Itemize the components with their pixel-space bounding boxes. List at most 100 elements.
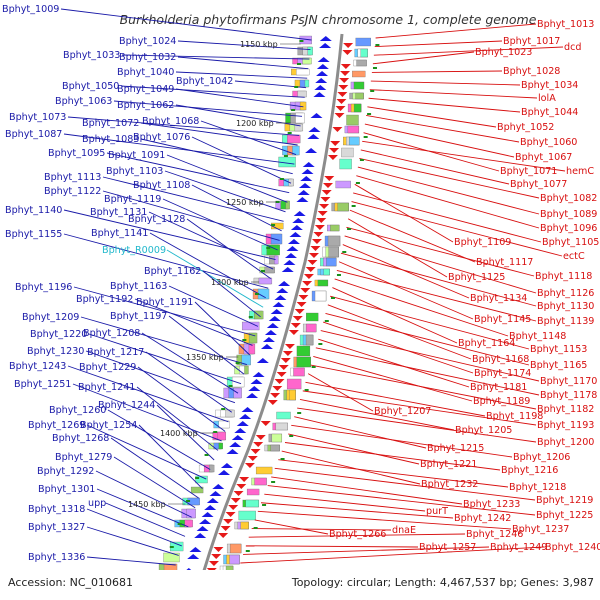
gene-label-right[interactable]: Bphyt_1067	[515, 152, 572, 163]
gene-label-left[interactable]: Bphyt_1229	[79, 362, 136, 373]
gene-label-left[interactable]: Bphyt_1327	[28, 522, 85, 533]
gene-label-right[interactable]: Bphyt_1181	[470, 382, 527, 393]
gene-label-right[interactable]: Bphyt_1232	[421, 479, 478, 490]
gene-label-left[interactable]: Bphyt_1087	[5, 129, 62, 140]
gene-label-right[interactable]: Bphyt_1044	[521, 107, 578, 118]
gene-label-left[interactable]: Bphyt_1155	[5, 229, 62, 240]
gene-label-left[interactable]: Bphyt_1318	[28, 504, 85, 515]
gene-label-left[interactable]: Bphyt_1230	[27, 346, 84, 357]
gene-label-right[interactable]: Bphyt_1237	[512, 524, 569, 535]
gene-label-right[interactable]: Bphyt_1207	[374, 406, 431, 417]
gene-label-right[interactable]: Bphyt_1017	[503, 36, 560, 47]
gene-label-left[interactable]: Bphyt_1279	[55, 452, 112, 463]
gene-label-right[interactable]: Bphyt_1013	[537, 19, 594, 30]
gene-label-left[interactable]: Bphyt_1122	[44, 186, 101, 197]
gene-label-left[interactable]: Bphyt_1192	[76, 294, 133, 305]
gene-label-right[interactable]: Bphyt_1240	[545, 542, 600, 553]
gene-label-left[interactable]: Bphyt_1073	[9, 112, 66, 123]
gene-label-left[interactable]: Bphyt_1076	[133, 132, 190, 143]
gene-label-right[interactable]: Bphyt_1218	[509, 482, 566, 493]
gene-label-right[interactable]: lolA	[538, 93, 556, 104]
gene-label-right[interactable]: Bphyt_1249	[490, 542, 547, 553]
gene-label-right[interactable]: Bphyt_1134	[470, 293, 527, 304]
gene-label-right[interactable]: Bphyt_1165	[530, 360, 587, 371]
gene-label-right[interactable]: Bphyt_1126	[537, 288, 594, 299]
gene-label-left[interactable]: Bphyt_1243	[9, 361, 66, 372]
gene-label-right[interactable]: Bphyt_1117	[476, 257, 533, 268]
gene-label-right[interactable]: Bphyt_1168	[472, 354, 529, 365]
gene-label-right[interactable]: Bphyt_1077	[510, 179, 567, 190]
gene-label-right[interactable]: Bphyt_1206	[513, 452, 570, 463]
gene-label-right[interactable]: Bphyt_1028	[503, 66, 560, 77]
gene-label-left[interactable]: Bphyt_1095	[48, 148, 105, 159]
gene-label-right[interactable]: Bphyt_1071	[500, 166, 557, 177]
gene-label-right[interactable]: Bphyt_1198	[486, 411, 543, 422]
gene-label-right[interactable]: dnaE	[392, 525, 416, 536]
gene-label-right[interactable]: Bphyt_1164	[458, 338, 515, 349]
gene-label-right[interactable]: Bphyt_1242	[454, 513, 511, 524]
gene-label-left[interactable]: Bphyt_1191	[136, 297, 193, 308]
gene-label-right[interactable]: Bphyt_1034	[521, 80, 578, 91]
gene-label-left[interactable]: Bphyt_1141	[91, 228, 148, 239]
gene-label-right[interactable]: Bphyt_1233	[463, 499, 520, 510]
gene-label-right[interactable]: Bphyt_1266	[329, 529, 386, 540]
gene-label-right[interactable]: Bphyt_1257	[419, 542, 476, 553]
gene-label-right[interactable]: Bphyt_1178	[540, 390, 597, 401]
gene-label-left[interactable]: Bphyt_1336	[28, 552, 85, 563]
gene-label-right[interactable]: Bphyt_1189	[473, 396, 530, 407]
gene-label-left[interactable]: Bphyt_1049	[117, 84, 174, 95]
gene-label-left[interactable]: Bphyt_1241	[78, 382, 135, 393]
gene-label-right[interactable]: Bphyt_1105	[542, 237, 599, 248]
gene-label-left[interactable]: Bphyt_1068	[142, 116, 199, 127]
gene-label-right[interactable]: Bphyt_1221	[420, 459, 477, 470]
gene-label-left[interactable]: Bphyt_1050	[62, 81, 119, 92]
gene-label-left[interactable]: Bphyt_1091	[108, 150, 165, 161]
gene-label-right[interactable]: Bphyt_1246	[466, 529, 523, 540]
gene-label-left[interactable]: Bphyt_1292	[37, 466, 94, 477]
gene-label-left[interactable]: Bphyt_1244	[98, 400, 155, 411]
gene-label-right[interactable]: Bphyt_1170	[540, 376, 597, 387]
gene-label-right[interactable]: Bphyt_1153	[530, 344, 587, 355]
gene-label-right[interactable]: Bphyt_1174	[474, 368, 531, 379]
gene-label-left[interactable]: Bphyt_1269	[28, 420, 85, 431]
gene-label-right[interactable]: Bphyt_1082	[540, 193, 597, 204]
gene-label-left[interactable]: Bphyt_1042	[176, 76, 233, 87]
gene-label-right[interactable]: Bphyt_1130	[537, 301, 594, 312]
gene-label-right[interactable]: Bphyt_1225	[536, 510, 593, 521]
gene-label-left[interactable]: Bphyt_1209	[22, 312, 79, 323]
gene-label-left[interactable]: Bphyt_1062	[117, 100, 174, 111]
gene-label-left[interactable]: Bphyt_1083	[82, 134, 139, 145]
gene-label-right[interactable]: Bphyt_1139	[537, 316, 594, 327]
gene-label-right[interactable]: purT	[426, 506, 448, 517]
gene-label-left[interactable]: Bphyt_1140	[5, 205, 62, 216]
gene-label-left[interactable]: Bphyt_1162	[144, 266, 201, 277]
gene-label-left[interactable]: Bphyt_1301	[38, 484, 95, 495]
gene-label-left[interactable]: Bphyt_1063	[55, 96, 112, 107]
gene-label-right[interactable]: Bphyt_1118	[535, 271, 592, 282]
gene-label-right[interactable]: Bphyt_1148	[509, 331, 566, 342]
gene-label-right[interactable]: Bphyt_1023	[475, 47, 532, 58]
gene-label-right[interactable]: Bphyt_1060	[520, 137, 577, 148]
gene-label-left[interactable]: Bphyt_1217	[87, 347, 144, 358]
gene-label-left[interactable]: Bphyt_1033	[63, 50, 120, 61]
gene-label-left[interactable]: Bphyt_R0009	[102, 245, 166, 256]
gene-label-left[interactable]: Bphyt_1024	[119, 36, 176, 47]
gene-label-right[interactable]: Bphyt_1219	[536, 495, 593, 506]
gene-label-right[interactable]: Bphyt_1216	[501, 465, 558, 476]
gene-label-left[interactable]: Bphyt_1009	[2, 4, 59, 15]
gene-label-left[interactable]: Bphyt_1113	[44, 172, 101, 183]
gene-label-left[interactable]: Bphyt_1131	[90, 207, 147, 218]
gene-label-right[interactable]: dcd	[564, 42, 581, 53]
gene-label-left[interactable]: Bphyt_1196	[15, 282, 72, 293]
gene-label-right[interactable]: Bphyt_1096	[540, 223, 597, 234]
gene-label-left[interactable]: upp	[88, 498, 106, 509]
gene-label-left[interactable]: Bphyt_1197	[110, 311, 167, 322]
gene-label-left[interactable]: Bphyt_1163	[110, 281, 167, 292]
gene-label-right[interactable]: Bphyt_1193	[537, 420, 594, 431]
gene-label-right[interactable]: Bphyt_1205	[455, 425, 512, 436]
gene-label-right[interactable]: Bphyt_1125	[448, 272, 505, 283]
gene-label-right[interactable]: Bphyt_1089	[540, 209, 597, 220]
gene-label-left[interactable]: Bphyt_1251	[14, 379, 71, 390]
gene-label-left[interactable]: Bphyt_1072	[82, 118, 139, 129]
gene-label-left[interactable]: Bphyt_1128	[128, 214, 185, 225]
